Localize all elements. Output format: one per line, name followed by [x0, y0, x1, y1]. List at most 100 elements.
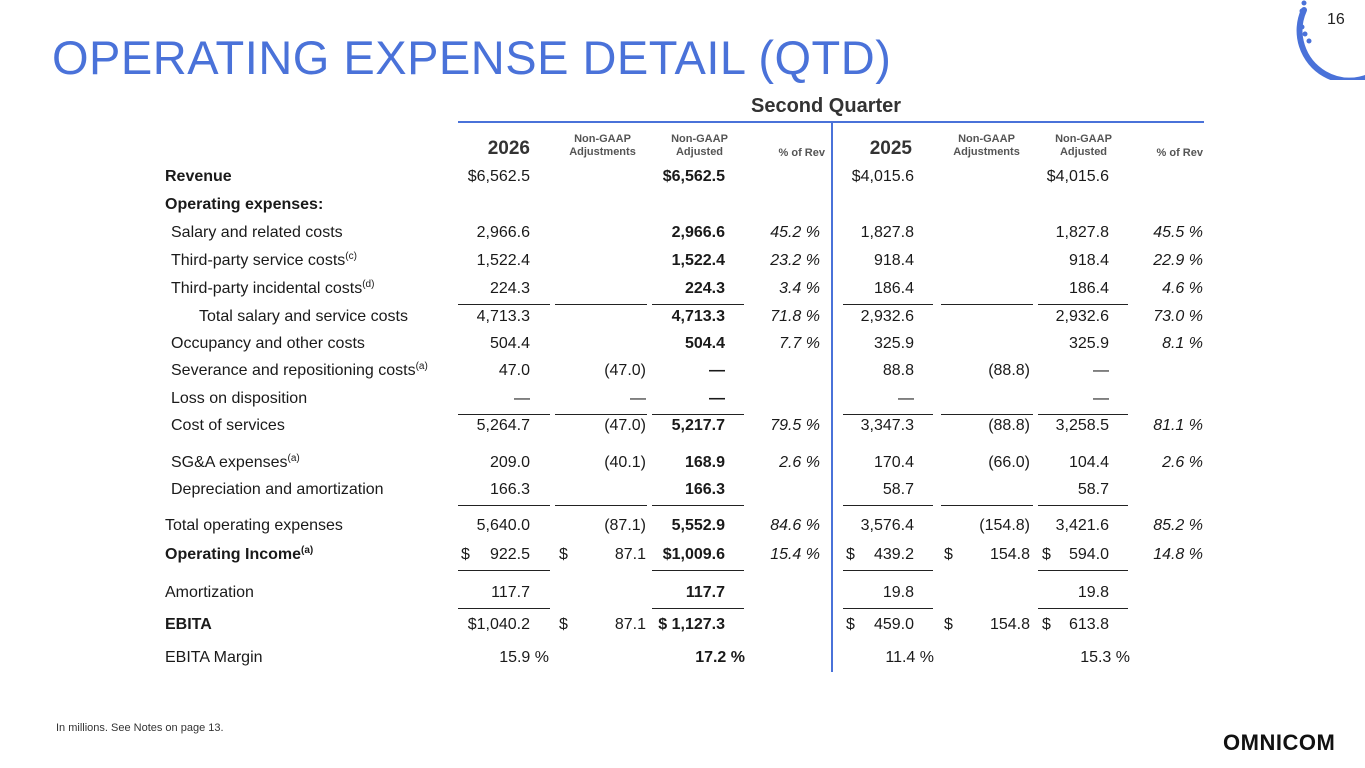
dollar-sign: $: [559, 616, 568, 633]
cell-c7: 1,827.8: [1055, 224, 1109, 241]
cell-c8: 2.6 %: [1162, 454, 1203, 471]
total-underline: [1038, 414, 1128, 415]
cell-c1: 922.5: [489, 546, 530, 563]
cell-c7: 3,258.5: [1055, 417, 1109, 434]
footnote-marker: (a): [415, 361, 428, 372]
header-year-2025: 2025: [869, 138, 912, 159]
dollar-sign: $: [846, 546, 855, 563]
cell-c1: 209.0: [489, 454, 530, 471]
cell-c3: 168.9: [684, 454, 725, 471]
row-label: EBITA: [165, 616, 212, 633]
total-underline: [555, 414, 647, 415]
cell-c3: 1,522.4: [671, 252, 725, 269]
total-underline: [1038, 505, 1128, 506]
header-pct-rev-2026: % of Rev: [778, 147, 825, 159]
cell-c2: 87.1: [614, 546, 646, 563]
cell-c7: 104.4: [1068, 454, 1109, 471]
cell-c4: 45.2 %: [770, 224, 820, 241]
total-underline: [458, 414, 550, 415]
cell-c2: (87.1): [604, 517, 646, 534]
ebita-margin-m1: 15.9 %: [499, 649, 549, 666]
cell-c1: 166.3: [489, 481, 530, 498]
total-underline: [1038, 570, 1128, 571]
ebita-margin-m3: 11.4 %: [885, 649, 934, 666]
cell-c2: 87.1: [614, 616, 646, 633]
cell-c4: 15.4 %: [770, 546, 820, 563]
cell-c3: 504.4: [684, 335, 725, 352]
cell-c4: 23.2 %: [770, 252, 820, 269]
footnote-marker: (a): [301, 545, 314, 556]
header-nongaap-adjustments-2025: Non-GAAP Adjustments: [953, 133, 1020, 158]
header-nongaap-adjusted-2026: Non-GAAP Adjusted: [671, 133, 728, 158]
cell-c7: —: [1093, 362, 1109, 379]
cell-c5: 3,347.3: [860, 417, 914, 434]
cell-c3: $ 1,127.3: [658, 616, 725, 633]
total-underline: [941, 304, 1033, 305]
cell-c1: 4,713.3: [476, 308, 530, 325]
footnote-marker: (a): [287, 453, 300, 464]
cell-c6: 154.8: [989, 546, 1030, 563]
total-underline: [843, 304, 933, 305]
row-label: EBITA Margin: [165, 649, 263, 666]
cell-c3: 5,552.9: [671, 517, 725, 534]
cell-c8: 73.0 %: [1153, 308, 1203, 325]
row-label: Salary and related costs: [171, 224, 343, 241]
header-year-2026: 2026: [487, 138, 530, 159]
total-underline: [555, 304, 647, 305]
cell-c7: $4,015.6: [1046, 168, 1109, 185]
cell-c5: 439.2: [873, 546, 914, 563]
cell-c5: 19.8: [882, 584, 914, 601]
cell-c7: 325.9: [1068, 335, 1109, 352]
period-divider: [831, 121, 833, 672]
cell-c3: 166.3: [684, 481, 725, 498]
cell-c7: 19.8: [1077, 584, 1109, 601]
cell-c1: 5,640.0: [476, 517, 530, 534]
total-underline: [555, 505, 647, 506]
cell-c5: —: [898, 390, 914, 407]
cell-c5: 2,932.6: [860, 308, 914, 325]
cell-c8: 22.9 %: [1153, 252, 1203, 269]
cell-c5: 186.4: [873, 280, 914, 297]
cell-c1: 5,264.7: [476, 417, 530, 434]
cell-c6: (66.0): [988, 454, 1030, 471]
total-underline: [652, 505, 744, 506]
cell-c1: 47.0: [498, 362, 530, 379]
footer-note: In millions. See Notes on page 13.: [56, 722, 224, 734]
cell-c3: 224.3: [684, 280, 725, 297]
cell-c7: 58.7: [1077, 481, 1109, 498]
row-label: Loss on disposition: [171, 390, 308, 407]
corner-dots-decoration: [1296, 0, 1365, 80]
cell-c5: 918.4: [873, 252, 914, 269]
dollar-sign: $: [461, 546, 470, 563]
header-rule-2025: [833, 121, 1204, 123]
cell-c4: 79.5 %: [770, 417, 820, 434]
row-label: Operating Income(a): [165, 545, 314, 564]
cell-c5: 58.7: [882, 481, 914, 498]
dollar-sign: $: [1042, 616, 1051, 633]
header-rule-2026: [458, 121, 831, 123]
cell-c5: $4,015.6: [851, 168, 914, 185]
total-underline: [652, 414, 744, 415]
cell-c6: (88.8): [988, 417, 1030, 434]
total-underline: [652, 304, 744, 305]
cell-c3: —: [709, 362, 725, 379]
total-underline: [941, 414, 1033, 415]
cell-c8: 81.1 %: [1153, 417, 1203, 434]
cell-c5: 3,576.4: [860, 517, 914, 534]
cell-c3: —: [709, 390, 725, 407]
cell-c8: 45.5 %: [1153, 224, 1203, 241]
row-label: Depreciation and amortization: [171, 481, 384, 498]
cell-c5: 325.9: [873, 335, 914, 352]
row-label: Total operating expenses: [165, 517, 343, 534]
ebita-margin-m4: 15.3 %: [1080, 649, 1130, 666]
cell-c1: $1,040.2: [467, 616, 530, 633]
cell-c8: 8.1 %: [1162, 335, 1203, 352]
ebita-margin-m2: 17.2 %: [695, 649, 745, 666]
header-pct-rev-2025: % of Rev: [1156, 147, 1203, 159]
cell-c3: $1,009.6: [662, 546, 725, 563]
cell-c4: 84.6 %: [770, 517, 820, 534]
row-label: Third-party service costs(c): [171, 251, 357, 270]
section-title: Second Quarter: [751, 95, 902, 117]
cell-c2: —: [630, 390, 646, 407]
cell-c8: 4.6 %: [1162, 280, 1203, 297]
